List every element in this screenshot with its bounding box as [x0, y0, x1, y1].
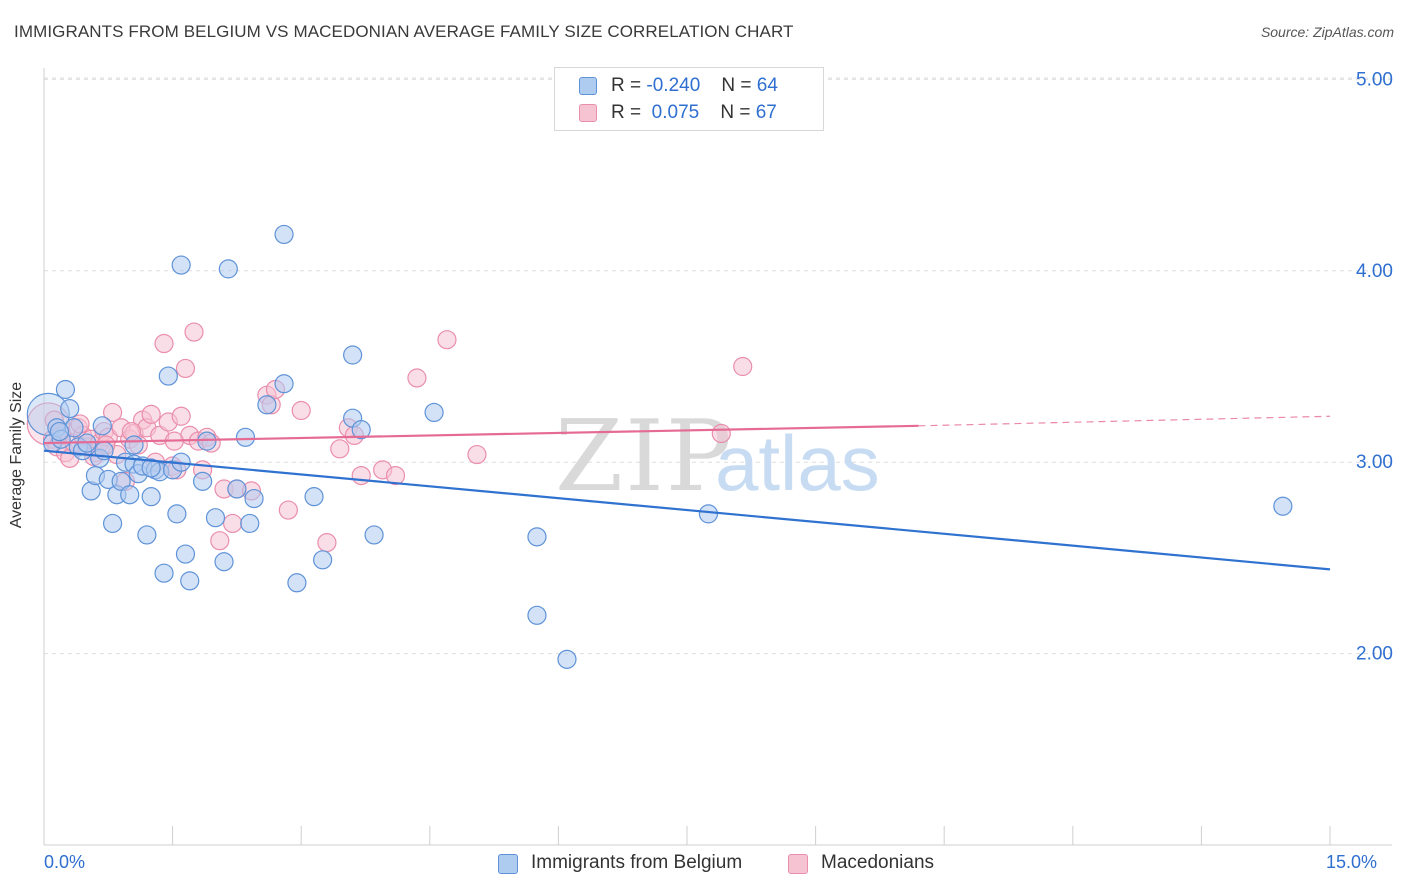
belgium-point[interactable] [218, 259, 238, 279]
macedonians-point[interactable] [278, 500, 298, 520]
belgium-point[interactable] [351, 420, 371, 440]
macedonians-point[interactable] [154, 333, 174, 354]
belgium-point[interactable] [197, 431, 217, 451]
belgium-point[interactable] [527, 527, 547, 547]
belgium-point[interactable] [124, 435, 144, 455]
belgium-point[interactable] [111, 471, 131, 491]
watermark-zip: ZIP [555, 400, 734, 514]
macedonians-legend-swatch [788, 854, 808, 874]
macedonians-point[interactable] [184, 322, 204, 342]
belgium-point[interactable] [304, 487, 324, 507]
macedonians-point[interactable] [175, 358, 196, 379]
r-label: R = [611, 75, 642, 96]
belgium-point[interactable] [424, 402, 444, 423]
belgium-point[interactable] [167, 504, 187, 524]
r-label: R = [611, 102, 642, 123]
macedonians-point[interactable] [711, 423, 731, 444]
macedonians-point[interactable] [291, 400, 311, 421]
belgium-point[interactable] [55, 379, 76, 400]
y-axis-label: Average Family Size [8, 381, 25, 529]
belgium-point[interactable] [102, 513, 123, 534]
belgium-point[interactable] [92, 416, 112, 436]
belgium-point[interactable] [240, 513, 260, 534]
y-tick-labels: 2.00 3.00 4.00 5.00 [1356, 69, 1393, 664]
y-tick-label: 5.00 [1356, 69, 1393, 90]
stats-legend: R = -0.240 N = 64 R = 0.075 N = 67 [554, 67, 824, 131]
trend-lines [43, 415, 1331, 571]
watermark-atlas: atlas [715, 419, 880, 507]
belgium-legend-swatch [498, 854, 518, 874]
macedonians-point[interactable] [407, 368, 427, 388]
r-value: -0.240 [646, 75, 701, 96]
macedonians-point[interactable] [141, 404, 161, 424]
belgium-point[interactable] [205, 508, 226, 528]
belgium-point[interactable] [557, 649, 577, 669]
macedonians-point[interactable] [102, 402, 123, 423]
belgium-point[interactable] [244, 488, 264, 509]
n-label: N = [721, 75, 752, 96]
belgium-point[interactable] [698, 504, 719, 524]
macedonians-trend-line [43, 424, 919, 445]
x-tick-label-max: 15.0% [1326, 852, 1378, 872]
chart-title: IMMIGRANTS FROM BELGIUM VS MACEDONIAN AV… [14, 22, 794, 41]
macedonians-swatch [579, 104, 597, 122]
belgium-point[interactable] [1273, 496, 1293, 516]
macedonians-point[interactable] [223, 513, 243, 534]
belgium-point[interactable] [343, 345, 363, 365]
belgium-swatch [579, 77, 597, 95]
belgium-point[interactable] [141, 458, 161, 478]
macedonians-point[interactable] [210, 531, 230, 551]
legend-label-macedonians: Macedonians [821, 852, 935, 873]
belgium-point[interactable] [235, 427, 256, 447]
legend-label-belgium: Immigrants from Belgium [531, 852, 743, 873]
x-tick-label-min: 0.0% [44, 852, 86, 872]
series-legend: Immigrants from Belgium Macedonians [0, 850, 1406, 878]
y-tick-label: 4.00 [1356, 261, 1393, 282]
belgium-point[interactable] [49, 421, 70, 442]
macedonians-point[interactable] [171, 406, 191, 426]
y-tick-label: 2.00 [1356, 644, 1393, 665]
axes [43, 68, 1392, 846]
belgium-point[interactable] [158, 366, 178, 386]
belgium-point[interactable] [257, 395, 277, 415]
belgium-point[interactable] [193, 471, 213, 491]
belgium-point[interactable] [274, 224, 294, 245]
n-value: 67 [755, 102, 777, 123]
belgium-point[interactable] [60, 399, 80, 419]
belgium-point[interactable] [154, 563, 174, 583]
source-label: Source: ZipAtlas.com [1260, 24, 1394, 40]
belgium-trend-line [43, 449, 1331, 571]
macedonians-point[interactable] [733, 356, 753, 377]
zipatlas-watermark: ZIP atlas [555, 400, 880, 514]
belgium-point[interactable] [141, 487, 161, 507]
belgium-point[interactable] [214, 552, 234, 572]
macedonians-trend-line-extrapolated [918, 415, 1331, 427]
belgium-point[interactable] [527, 605, 547, 625]
belgium-point[interactable] [180, 571, 200, 591]
n-value: 64 [756, 75, 778, 96]
macedonians-point[interactable] [467, 444, 487, 465]
belgium-point[interactable] [274, 374, 294, 394]
grid-lines [44, 77, 1392, 655]
n-label: N = [720, 102, 751, 123]
belgium-point[interactable] [171, 255, 191, 275]
belgium-point[interactable] [313, 550, 333, 570]
macedonians-point[interactable] [437, 330, 457, 350]
belgium-point[interactable] [227, 479, 247, 499]
belgium-point[interactable] [364, 525, 384, 545]
belgium-point[interactable] [287, 573, 307, 593]
macedonians-point[interactable] [330, 439, 350, 459]
belgium-point[interactable] [120, 485, 140, 505]
belgium-point[interactable] [137, 525, 157, 545]
y-tick-label: 3.00 [1356, 452, 1393, 473]
macedonians-point[interactable] [351, 465, 371, 486]
r-value: 0.075 [646, 102, 700, 123]
macedonians-point[interactable] [317, 532, 337, 553]
belgium-point[interactable] [175, 544, 196, 564]
macedonians-point[interactable] [385, 465, 406, 486]
